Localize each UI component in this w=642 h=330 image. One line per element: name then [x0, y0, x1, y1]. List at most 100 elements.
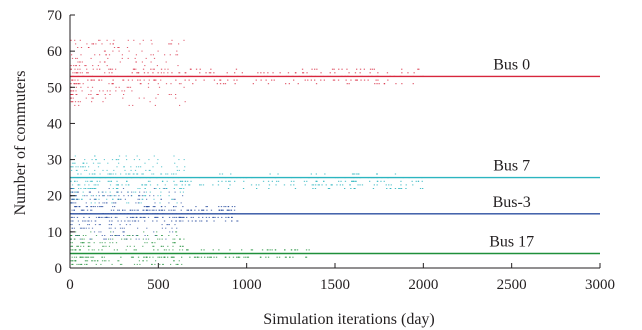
data-point	[80, 227, 83, 229]
data-point	[212, 216, 214, 218]
data-point	[310, 79, 312, 81]
data-point	[138, 202, 140, 204]
data-point	[337, 79, 340, 81]
data-point	[183, 169, 185, 171]
data-point	[234, 206, 236, 208]
data-point	[135, 216, 137, 218]
data-point	[71, 79, 73, 81]
data-point	[128, 202, 130, 204]
data-point	[122, 209, 124, 211]
data-point	[160, 191, 162, 193]
data-point	[167, 173, 169, 175]
data-point	[103, 195, 105, 197]
data-point	[235, 68, 238, 70]
data-point	[104, 61, 106, 63]
data-point	[145, 191, 147, 193]
data-point	[161, 224, 163, 226]
data-point	[186, 209, 188, 211]
data-point	[419, 188, 422, 189]
data-point	[181, 216, 184, 218]
data-point	[122, 97, 124, 99]
data-point	[72, 166, 74, 168]
data-point	[115, 86, 117, 88]
data-point	[151, 209, 153, 211]
data-point	[175, 220, 177, 222]
data-point	[234, 83, 236, 85]
data-point	[338, 68, 340, 70]
data-point	[155, 216, 157, 218]
data-point	[111, 202, 113, 204]
data-point	[203, 79, 205, 81]
data-point	[137, 235, 139, 236]
data-point	[184, 166, 186, 168]
data-point	[98, 39, 100, 41]
data-point	[90, 238, 92, 240]
data-point	[129, 224, 131, 226]
data-point	[90, 79, 92, 81]
data-point	[137, 227, 139, 229]
data-point	[98, 224, 100, 226]
data-point	[149, 169, 151, 171]
data-point	[268, 188, 270, 189]
data-point	[174, 238, 176, 240]
data-point	[75, 195, 77, 197]
data-point	[154, 242, 156, 244]
data-point	[175, 216, 178, 218]
data-point	[288, 83, 290, 85]
data-point	[138, 97, 140, 99]
data-point	[83, 227, 85, 229]
data-point	[221, 173, 224, 175]
data-point	[72, 72, 74, 74]
data-point	[352, 180, 354, 182]
data-point	[95, 216, 98, 218]
data-point	[70, 166, 72, 168]
data-point	[345, 79, 347, 81]
data-point	[250, 249, 252, 251]
data-point	[181, 180, 183, 182]
data-point	[81, 256, 83, 258]
data-point	[167, 245, 169, 247]
data-point	[289, 256, 291, 258]
data-point	[71, 57, 74, 59]
data-point	[94, 206, 96, 208]
data-point	[118, 209, 120, 211]
data-point	[85, 260, 87, 262]
data-point	[200, 184, 202, 186]
data-point	[137, 256, 140, 258]
data-point	[275, 184, 277, 186]
data-point	[96, 94, 98, 95]
data-point	[74, 101, 77, 103]
data-point	[175, 206, 177, 208]
data-point	[99, 162, 101, 164]
data-point	[181, 256, 183, 258]
data-point	[175, 263, 177, 265]
data-point	[181, 263, 183, 265]
data-point	[125, 238, 127, 240]
data-point	[95, 43, 97, 45]
data-point	[145, 184, 147, 186]
data-point	[202, 216, 204, 218]
data-point	[173, 242, 175, 244]
data-point	[160, 68, 163, 70]
data-point	[85, 202, 87, 204]
data-point	[91, 249, 93, 251]
data-point	[97, 65, 99, 67]
data-point	[183, 86, 185, 88]
data-point	[417, 68, 419, 70]
data-point	[224, 256, 226, 258]
data-point	[187, 209, 190, 211]
data-point	[137, 209, 139, 211]
data-point	[130, 209, 132, 211]
data-point	[120, 220, 122, 222]
data-point	[205, 216, 208, 218]
data-point	[76, 83, 78, 85]
data-point	[183, 216, 185, 218]
data-point	[157, 256, 159, 258]
data-point	[77, 101, 79, 103]
data-point	[99, 242, 101, 244]
data-point	[87, 72, 89, 74]
data-point	[415, 180, 417, 182]
data-point	[284, 249, 286, 251]
data-point	[142, 39, 144, 41]
data-point	[83, 238, 85, 240]
